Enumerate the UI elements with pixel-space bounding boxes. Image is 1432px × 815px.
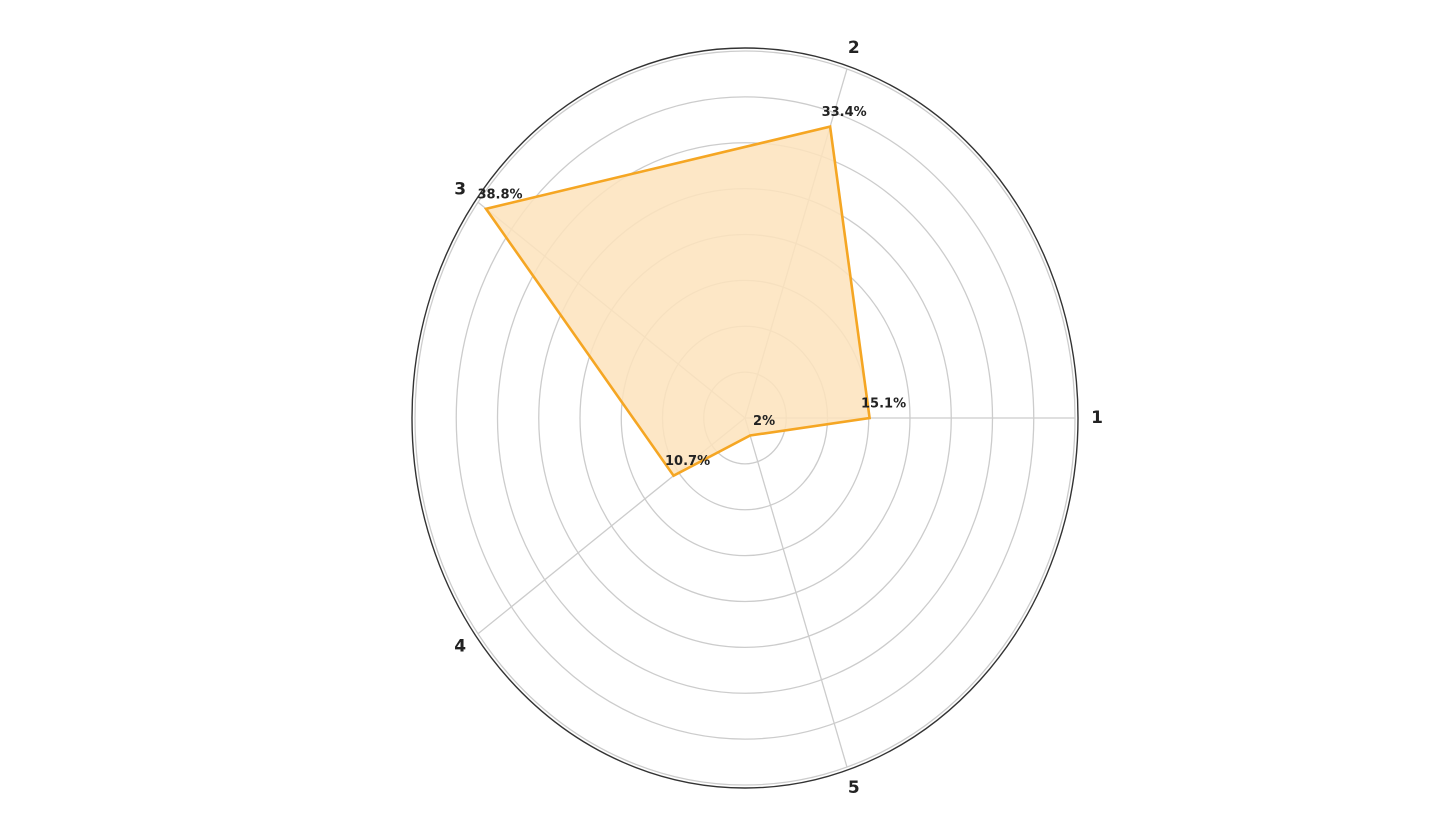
spoke-5 xyxy=(744,417,848,768)
data-label-5: 2% xyxy=(753,414,775,429)
data-label-2: 33.4% xyxy=(822,105,867,120)
data-layer xyxy=(483,125,872,478)
category-label-5: 5 xyxy=(848,778,860,798)
category-label-1: 1 xyxy=(1091,408,1103,428)
data-label-1: 15.1% xyxy=(861,397,906,412)
category-label-4: 4 xyxy=(454,637,466,657)
label-layer: 1 2 3 4 5 15.1% 33.4% 38.8% 10.7% 2% xyxy=(454,38,1103,798)
polar-frame xyxy=(411,47,1079,789)
data-label-3: 38.8% xyxy=(477,187,522,202)
series-area-0 xyxy=(483,125,872,478)
category-label-3: 3 xyxy=(454,179,466,199)
category-label-2: 2 xyxy=(848,38,860,58)
data-label-4: 10.7% xyxy=(665,454,710,469)
